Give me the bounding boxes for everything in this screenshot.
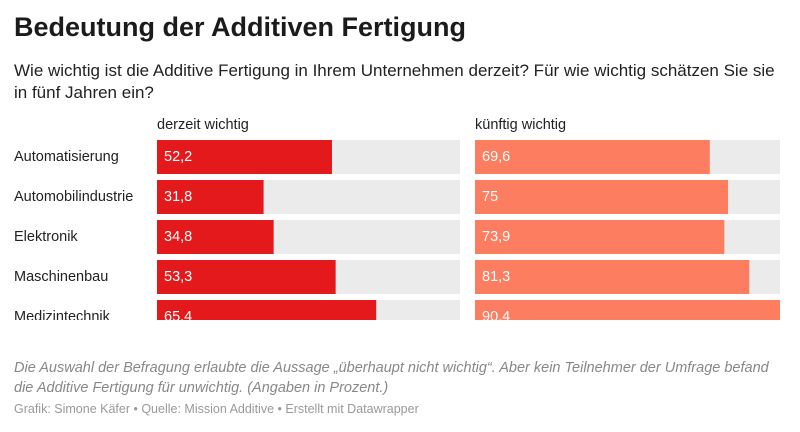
value-label: 65,4 [164, 309, 192, 320]
bar [157, 300, 377, 320]
bar [475, 180, 729, 214]
value-label: 81,3 [482, 269, 510, 285]
value-label: 75 [482, 189, 498, 205]
value-label: 52,2 [164, 149, 192, 165]
bar [157, 220, 274, 254]
chart: Automatisierung Automobilindustrie Elektro… [14, 117, 780, 320]
category-label: Automobilindustrie [14, 189, 133, 205]
bar [157, 260, 336, 294]
category-label: Automatisierung [14, 149, 119, 165]
category-label: Medizintechnik [14, 309, 111, 320]
value-label: 53,3 [164, 269, 192, 285]
credit: Grafik: Simone Käfer • Quelle: Mission A… [14, 402, 419, 416]
category-label: Elektronik [14, 229, 78, 245]
bar [157, 180, 264, 214]
value-label: 73,9 [482, 229, 510, 245]
value-label: 69,6 [482, 149, 510, 165]
bar [475, 220, 725, 254]
chart-title: Bedeutung der Additiven Fertigung [14, 12, 466, 42]
bar [475, 140, 710, 174]
value-label: 90,4 [482, 309, 510, 320]
chart-subtitle: Wie wichtig ist die Additive Fertigung i… [14, 61, 775, 102]
legend-label: künftig wichtig [475, 117, 566, 133]
bar [475, 260, 750, 294]
footnote: Die Auswahl der Befragung erlaubte die A… [14, 360, 769, 396]
bar [475, 300, 780, 320]
value-label: 34,8 [164, 229, 192, 245]
category-label: Maschinenbau [14, 269, 108, 285]
value-label: 31,8 [164, 189, 192, 205]
bar [157, 140, 332, 174]
legend-label: derzeit wichtig [157, 117, 249, 133]
